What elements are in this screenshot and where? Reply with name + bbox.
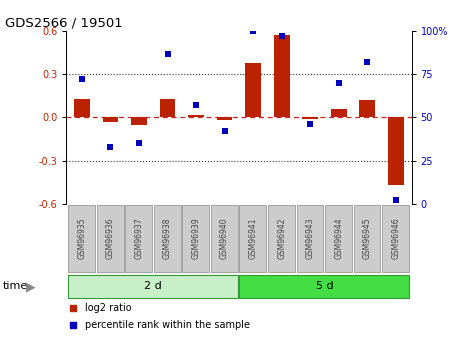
Point — [78, 77, 86, 82]
Bar — [68, 205, 95, 272]
Bar — [183, 205, 209, 272]
Bar — [302, 118, 318, 119]
Point — [221, 129, 228, 134]
Bar — [239, 275, 409, 298]
Bar — [245, 63, 261, 118]
Bar — [188, 115, 204, 118]
Bar — [354, 205, 380, 272]
Text: GSM96942: GSM96942 — [277, 218, 286, 259]
Bar — [359, 100, 375, 118]
Point — [193, 102, 200, 108]
Text: GSM96940: GSM96940 — [220, 218, 229, 259]
Point — [335, 80, 342, 86]
Bar — [388, 118, 403, 185]
Point — [392, 198, 400, 203]
Text: GSM96935: GSM96935 — [78, 218, 87, 259]
Bar — [274, 36, 289, 118]
Point — [307, 122, 314, 127]
Text: GSM96944: GSM96944 — [334, 218, 343, 259]
Bar — [211, 205, 238, 272]
Text: GSM96939: GSM96939 — [192, 218, 201, 259]
Bar — [131, 118, 147, 125]
Text: 5 d: 5 d — [315, 282, 333, 292]
Point — [70, 322, 77, 328]
Text: GSM96946: GSM96946 — [391, 218, 400, 259]
Bar — [325, 205, 352, 272]
Text: GSM96937: GSM96937 — [134, 218, 143, 259]
Text: GSM96941: GSM96941 — [249, 218, 258, 259]
Bar — [331, 109, 347, 118]
Bar — [68, 275, 238, 298]
Text: log2 ratio: log2 ratio — [85, 303, 132, 313]
Point — [278, 33, 285, 39]
Point — [107, 144, 114, 150]
Text: percentile rank within the sample: percentile rank within the sample — [85, 320, 250, 330]
Text: GSM96945: GSM96945 — [363, 218, 372, 259]
Bar — [382, 205, 409, 272]
Text: GDS2566 / 19501: GDS2566 / 19501 — [5, 17, 123, 30]
Point — [249, 28, 257, 34]
Point — [70, 305, 77, 310]
Point — [164, 51, 171, 56]
Bar — [160, 99, 175, 118]
Bar — [297, 205, 324, 272]
Text: GSM96936: GSM96936 — [106, 218, 115, 259]
Bar — [154, 205, 181, 272]
Point — [135, 141, 143, 146]
Text: GSM96943: GSM96943 — [306, 218, 315, 259]
Bar — [125, 205, 152, 272]
Bar — [74, 99, 90, 118]
Text: time: time — [2, 282, 27, 292]
Text: 2 d: 2 d — [144, 282, 162, 292]
Bar — [103, 118, 118, 122]
Bar — [268, 205, 295, 272]
Text: GSM96938: GSM96938 — [163, 218, 172, 259]
Bar — [217, 118, 232, 120]
Text: ▶: ▶ — [26, 280, 35, 293]
Bar — [97, 205, 123, 272]
Bar — [239, 205, 266, 272]
Point — [363, 59, 371, 65]
